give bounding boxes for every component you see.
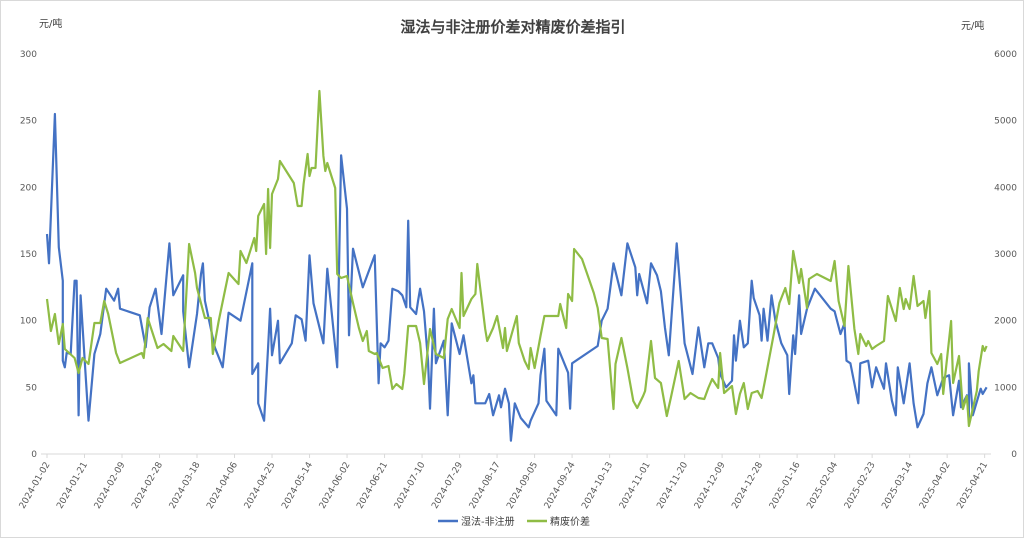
x-tick-label: 2025-02-23 [843, 461, 878, 511]
x-tick-label: 2024-09-24 [543, 460, 578, 511]
x-tick-label: 2025-01-16 [768, 460, 803, 511]
x-tick-label: 2024-01-02 [18, 461, 53, 511]
series-line-refined-scrap-spread [45, 89, 988, 428]
x-tick-label: 2024-07-29 [430, 460, 465, 511]
series-line-wet-vs-unregistered [45, 112, 988, 442]
legend-label-refined-scrap-spread: 精废价差 [550, 515, 590, 528]
left-y-tick-label: 50 [26, 383, 38, 393]
right-y-tick-label: 0 [1011, 450, 1017, 460]
x-tick-label: 2024-04-25 [243, 461, 278, 511]
right-y-tick-label: 1000 [994, 383, 1017, 393]
x-tick-label: 2024-02-09 [93, 460, 128, 511]
legend-label-wet-vs-unregistered: 湿法-非注册 [461, 515, 515, 528]
x-tick-label: 2024-07-10 [393, 460, 428, 511]
left-y-tick-label: 300 [20, 50, 37, 60]
x-tick-label: 2025-04-02 [918, 461, 953, 511]
left-axis-unit: 元/吨 [39, 17, 62, 30]
left-y-tick-label: 200 [20, 183, 37, 193]
right-y-tick-label: 5000 [994, 117, 1017, 127]
x-tick-label: 2025-03-14 [880, 460, 915, 511]
x-tick-label: 2025-02-04 [805, 460, 840, 511]
left-y-tick-label: 150 [20, 250, 37, 260]
x-tick-label: 2024-03-18 [168, 460, 203, 511]
x-tick-label: 2024-12-09 [693, 460, 728, 511]
legend: 湿法-非注册 精废价差 [438, 515, 590, 528]
x-tick-label: 2024-10-13 [580, 461, 615, 511]
x-tick-label: 2024-09-05 [505, 461, 540, 511]
x-tick-label: 2024-11-20 [655, 460, 690, 511]
x-tick-label: 2024-08-17 [468, 461, 503, 511]
x-tick-label: 2024-12-28 [730, 460, 765, 511]
x-tick-label: 2025-04-21 [955, 461, 990, 511]
series-lines [45, 89, 988, 442]
right-axis-unit: 元/吨 [961, 19, 984, 32]
x-tick-label: 2024-06-02 [318, 461, 353, 511]
chart-title: 湿法与非注册价差对精废价差指引 [400, 18, 625, 36]
right-y-tick-label: 3000 [994, 250, 1017, 260]
x-tick-label: 2024-11-01 [618, 461, 653, 511]
x-tick-label: 2024-04-06 [205, 460, 240, 511]
x-tick-label: 2024-05-14 [280, 460, 315, 511]
axes: 0501001502002503000100020003000400050006… [18, 50, 1017, 511]
left-y-tick-label: 100 [20, 317, 37, 327]
left-y-tick-label: 250 [20, 117, 37, 127]
left-y-tick-label: 0 [31, 450, 37, 460]
right-y-tick-label: 4000 [994, 183, 1017, 193]
x-tick-label: 2024-01-21 [55, 461, 90, 511]
right-y-tick-label: 6000 [994, 50, 1017, 60]
x-tick-label: 2024-06-21 [355, 461, 390, 511]
x-tick-label: 2024-02-28 [130, 460, 165, 511]
right-y-tick-label: 2000 [994, 317, 1017, 327]
